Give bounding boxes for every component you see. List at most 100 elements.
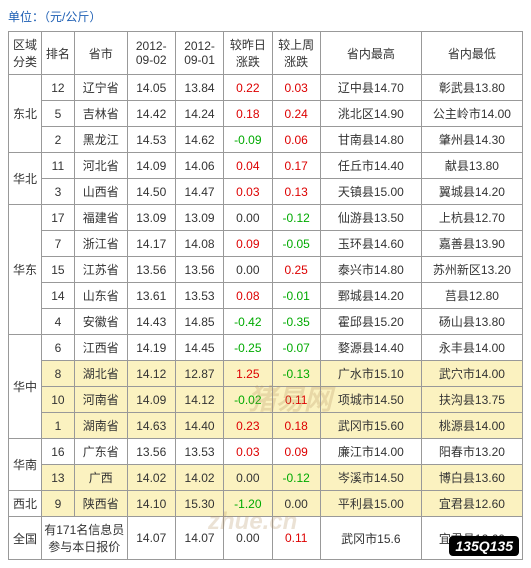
table-row: 7浙江省14.1714.080.09-0.05玉环县14.60嘉善县13.90 xyxy=(9,231,523,257)
province-cell: 吉林省 xyxy=(74,101,127,127)
d1-cell: 14.19 xyxy=(127,335,175,361)
low-cell: 扶沟县13.75 xyxy=(421,387,522,413)
high-cell: 任丘市14.40 xyxy=(320,153,421,179)
table-row: 15江苏省13.5613.560.000.25泰兴市14.80苏州新区13.20 xyxy=(9,257,523,283)
d2-cell: 13.09 xyxy=(175,205,223,231)
week-chg-cell: 0.18 xyxy=(272,413,320,439)
week-chg-cell: 0.25 xyxy=(272,257,320,283)
week-chg-cell: 0.11 xyxy=(272,387,320,413)
footer-note: 有171名信息员 参与本日报价 xyxy=(41,517,127,560)
high-cell: 辽中县14.70 xyxy=(320,75,421,101)
col-d1: 2012-09-02 xyxy=(127,32,175,75)
d2-cell: 15.30 xyxy=(175,491,223,517)
high-cell: 甘南县14.80 xyxy=(320,127,421,153)
low-cell: 莒县12.80 xyxy=(421,283,522,309)
region-cell: 华东 xyxy=(9,205,42,335)
d2-cell: 13.53 xyxy=(175,283,223,309)
col-region: 区域分类 xyxy=(9,32,42,75)
high-cell: 广水市15.10 xyxy=(320,361,421,387)
table-row: 华北11河北省14.0914.060.040.17任丘市14.40献县13.80 xyxy=(9,153,523,179)
rank-cell: 14 xyxy=(41,283,74,309)
d1-cell: 14.09 xyxy=(127,387,175,413)
region-cell: 东北 xyxy=(9,75,42,153)
low-cell: 博白县13.60 xyxy=(421,465,522,491)
high-cell: 项城市14.50 xyxy=(320,387,421,413)
rank-cell: 5 xyxy=(41,101,74,127)
rank-cell: 16 xyxy=(41,439,74,465)
week-chg-cell: 0.13 xyxy=(272,179,320,205)
col-province: 省市 xyxy=(74,32,127,75)
col-rank: 排名 xyxy=(41,32,74,75)
low-cell: 阳春市13.20 xyxy=(421,439,522,465)
d1-cell: 13.56 xyxy=(127,257,175,283)
low-cell: 宜君县12.60 xyxy=(421,491,522,517)
d1-cell: 14.50 xyxy=(127,179,175,205)
province-cell: 湖南省 xyxy=(74,413,127,439)
table-row: 4安徽省14.4314.85-0.42-0.35霍邱县15.20砀山县13.80 xyxy=(9,309,523,335)
rank-cell: 3 xyxy=(41,179,74,205)
rank-cell: 17 xyxy=(41,205,74,231)
d1-cell: 13.61 xyxy=(127,283,175,309)
d1-cell: 14.17 xyxy=(127,231,175,257)
rank-cell: 1 xyxy=(41,413,74,439)
province-cell: 广西 xyxy=(74,465,127,491)
d1-cell: 14.42 xyxy=(127,101,175,127)
rank-cell: 10 xyxy=(41,387,74,413)
d2-cell: 14.85 xyxy=(175,309,223,335)
table-row: 3山西省14.5014.470.030.13天镇县15.00翼城县14.20 xyxy=(9,179,523,205)
footer-row: 全国 有171名信息员 参与本日报价 14.07 14.07 0.00 0.11… xyxy=(9,517,523,560)
table-row: 8湖北省14.1212.871.25-0.13广水市15.10武穴市14.00 xyxy=(9,361,523,387)
low-cell: 肇州县14.30 xyxy=(421,127,522,153)
d2-cell: 14.62 xyxy=(175,127,223,153)
day-chg-cell: -0.25 xyxy=(224,335,272,361)
province-cell: 福建省 xyxy=(74,205,127,231)
province-cell: 浙江省 xyxy=(74,231,127,257)
d1-cell: 14.63 xyxy=(127,413,175,439)
d1-cell: 14.02 xyxy=(127,465,175,491)
table-row: 14山东省13.6113.530.08-0.01鄄城县14.20莒县12.80 xyxy=(9,283,523,309)
footer-d2: 14.07 xyxy=(175,517,223,560)
table-row: 东北12辽宁省14.0513.840.220.03辽中县14.70彰武县13.8… xyxy=(9,75,523,101)
rank-cell: 7 xyxy=(41,231,74,257)
province-cell: 江苏省 xyxy=(74,257,127,283)
province-cell: 广东省 xyxy=(74,439,127,465)
d1-cell: 14.53 xyxy=(127,127,175,153)
table-row: 华中6江西省14.1914.45-0.25-0.07婺源县14.40永丰县14.… xyxy=(9,335,523,361)
day-chg-cell: 0.08 xyxy=(224,283,272,309)
province-cell: 山西省 xyxy=(74,179,127,205)
week-chg-cell: 0.00 xyxy=(272,491,320,517)
d2-cell: 14.08 xyxy=(175,231,223,257)
d2-cell: 14.47 xyxy=(175,179,223,205)
d2-cell: 14.45 xyxy=(175,335,223,361)
d1-cell: 14.09 xyxy=(127,153,175,179)
high-cell: 泰兴市14.80 xyxy=(320,257,421,283)
region-cell: 华中 xyxy=(9,335,42,439)
d1-cell: 14.12 xyxy=(127,361,175,387)
logo-badge: 135Q135 xyxy=(449,536,519,556)
d1-cell: 14.43 xyxy=(127,309,175,335)
header-row: 区域分类 排名 省市 2012-09-02 2012-09-01 较昨日涨跌 较… xyxy=(9,32,523,75)
day-chg-cell: 0.00 xyxy=(224,465,272,491)
d2-cell: 14.06 xyxy=(175,153,223,179)
day-chg-cell: 0.00 xyxy=(224,205,272,231)
region-cell: 西北 xyxy=(9,491,42,517)
week-chg-cell: -0.01 xyxy=(272,283,320,309)
table-row: 5吉林省14.4214.240.180.24洮北区14.90公主岭市14.00 xyxy=(9,101,523,127)
rank-cell: 15 xyxy=(41,257,74,283)
day-chg-cell: -0.09 xyxy=(224,127,272,153)
day-chg-cell: 0.18 xyxy=(224,101,272,127)
low-cell: 上杭县12.70 xyxy=(421,205,522,231)
week-chg-cell: -0.13 xyxy=(272,361,320,387)
col-day-chg: 较昨日涨跌 xyxy=(224,32,272,75)
footer-region: 全国 xyxy=(9,517,42,560)
low-cell: 嘉善县13.90 xyxy=(421,231,522,257)
footer-note-l1: 有171名信息员 xyxy=(44,521,125,538)
day-chg-cell: 0.03 xyxy=(224,179,272,205)
high-cell: 洮北区14.90 xyxy=(320,101,421,127)
high-cell: 仙游县13.50 xyxy=(320,205,421,231)
low-cell: 永丰县14.00 xyxy=(421,335,522,361)
high-cell: 霍邱县15.20 xyxy=(320,309,421,335)
region-cell: 华南 xyxy=(9,439,42,491)
province-cell: 河南省 xyxy=(74,387,127,413)
region-cell: 华北 xyxy=(9,153,42,205)
